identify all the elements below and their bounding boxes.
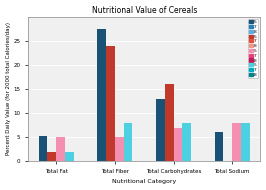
- Bar: [39, 136, 47, 161]
- Y-axis label: Percent Daily Value (for 2000 total Calories/day): Percent Daily Value (for 2000 total Calo…: [6, 22, 11, 155]
- Legend: 5, 7, 8, 5, 7, 8, 5, 7, 8, 5, 7, 8: 5, 7, 8, 5, 7, 8, 5, 7, 8, 5, 7, 8: [248, 19, 258, 78]
- Title: Nutritional Value of Cereals: Nutritional Value of Cereals: [92, 6, 197, 15]
- Bar: [124, 123, 132, 161]
- X-axis label: Nutritional Category: Nutritional Category: [112, 179, 176, 184]
- Bar: [173, 127, 182, 161]
- Bar: [47, 152, 56, 161]
- Bar: [215, 132, 223, 161]
- Bar: [56, 137, 65, 161]
- Bar: [65, 152, 74, 161]
- Bar: [97, 29, 106, 161]
- Bar: [115, 137, 124, 161]
- Bar: [182, 123, 191, 161]
- Bar: [241, 123, 250, 161]
- Bar: [106, 46, 115, 161]
- Bar: [165, 84, 173, 161]
- Bar: [156, 99, 165, 161]
- Bar: [232, 123, 241, 161]
